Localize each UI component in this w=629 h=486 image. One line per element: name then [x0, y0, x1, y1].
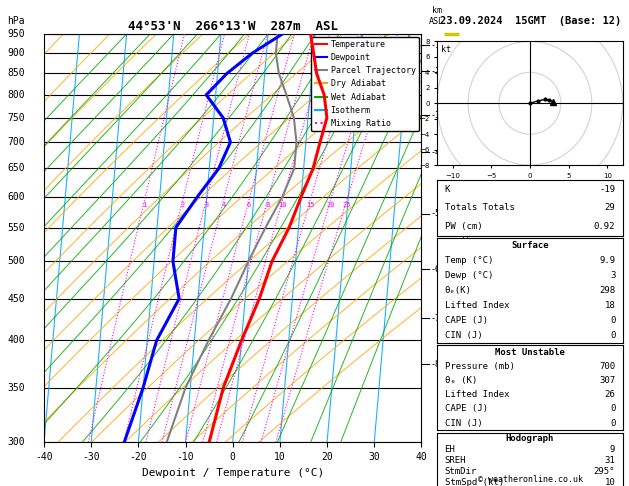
Text: StmDir: StmDir [445, 467, 477, 476]
Text: -8: -8 [431, 360, 441, 369]
Text: CAPE (J): CAPE (J) [445, 404, 487, 414]
Text: km
ASL: km ASL [429, 6, 444, 26]
Text: Totals Totals: Totals Totals [445, 203, 515, 212]
Text: 700: 700 [8, 137, 25, 147]
Text: 8: 8 [265, 202, 270, 208]
Text: 10: 10 [278, 202, 287, 208]
Text: 0: 0 [610, 316, 615, 325]
Text: -4: -4 [431, 148, 441, 157]
Text: Surface: Surface [511, 241, 548, 250]
Text: © weatheronline.co.uk: © weatheronline.co.uk [478, 474, 582, 484]
Text: 9: 9 [610, 445, 615, 454]
Text: 298: 298 [599, 286, 615, 295]
Text: -19: -19 [599, 185, 615, 193]
Text: hPa: hPa [8, 16, 25, 26]
Text: Most Unstable: Most Unstable [495, 347, 565, 357]
Text: 700: 700 [599, 362, 615, 371]
Text: 500: 500 [8, 256, 25, 266]
Text: 650: 650 [8, 163, 25, 174]
Text: CAPE (J): CAPE (J) [445, 316, 487, 325]
Text: 0.92: 0.92 [594, 222, 615, 231]
Text: 300: 300 [8, 437, 25, 447]
Text: Hodograph: Hodograph [506, 434, 554, 443]
Text: θₑ(K): θₑ(K) [445, 286, 472, 295]
Text: 295°: 295° [594, 467, 615, 476]
Text: 800: 800 [8, 90, 25, 100]
Text: 1: 1 [142, 202, 147, 208]
Text: 23.09.2024  15GMT  (Base: 12): 23.09.2024 15GMT (Base: 12) [440, 16, 621, 26]
Text: CIN (J): CIN (J) [445, 418, 482, 428]
Text: 29: 29 [604, 203, 615, 212]
X-axis label: Dewpoint / Temperature (°C): Dewpoint / Temperature (°C) [142, 468, 324, 478]
Text: EH: EH [445, 445, 455, 454]
Text: 26: 26 [604, 390, 615, 399]
Text: 25: 25 [343, 202, 351, 208]
Text: kt: kt [441, 45, 451, 54]
Text: -7: -7 [431, 313, 441, 323]
Text: 550: 550 [8, 223, 25, 233]
Text: 6: 6 [247, 202, 251, 208]
Text: -1LCL: -1LCL [431, 41, 456, 50]
Text: 15: 15 [306, 202, 314, 208]
Text: 600: 600 [8, 192, 25, 202]
Text: 18: 18 [604, 301, 615, 310]
Text: Temp (°C): Temp (°C) [445, 256, 493, 265]
Text: PW (cm): PW (cm) [445, 222, 482, 231]
Text: 950: 950 [8, 29, 25, 39]
Text: 0: 0 [610, 418, 615, 428]
Text: 0: 0 [610, 330, 615, 340]
Text: K: K [445, 185, 450, 193]
Text: 9.9: 9.9 [599, 256, 615, 265]
Text: 750: 750 [8, 113, 25, 123]
Text: 350: 350 [8, 382, 25, 393]
Text: StmSpd (kt): StmSpd (kt) [445, 478, 504, 486]
Text: 900: 900 [8, 48, 25, 58]
Text: θₑ (K): θₑ (K) [445, 376, 477, 385]
Text: Pressure (mb): Pressure (mb) [445, 362, 515, 371]
Text: 307: 307 [599, 376, 615, 385]
Text: Dewp (°C): Dewp (°C) [445, 271, 493, 280]
Text: 2: 2 [181, 202, 185, 208]
Text: Lifted Index: Lifted Index [445, 390, 509, 399]
Text: 0: 0 [610, 404, 615, 414]
Title: 44°53'N  266°13'W  287m  ASL: 44°53'N 266°13'W 287m ASL [128, 20, 338, 33]
Text: CIN (J): CIN (J) [445, 330, 482, 340]
Text: 10: 10 [604, 478, 615, 486]
Text: -3: -3 [431, 111, 441, 120]
Legend: Temperature, Dewpoint, Parcel Trajectory, Dry Adiabat, Wet Adiabat, Isotherm, Mi: Temperature, Dewpoint, Parcel Trajectory… [311, 36, 419, 131]
Text: -2: -2 [431, 67, 441, 76]
Text: 850: 850 [8, 69, 25, 78]
Text: -6: -6 [431, 265, 441, 274]
Text: SREH: SREH [445, 456, 466, 465]
Text: Lifted Index: Lifted Index [445, 301, 509, 310]
Text: 3: 3 [610, 271, 615, 280]
Text: 20: 20 [326, 202, 335, 208]
Text: 450: 450 [8, 294, 25, 304]
Text: 3: 3 [204, 202, 208, 208]
Text: 400: 400 [8, 335, 25, 346]
Text: Mixing Ratio (g/kg): Mixing Ratio (g/kg) [462, 187, 471, 289]
Text: 31: 31 [604, 456, 615, 465]
Text: -5: -5 [431, 209, 441, 218]
Text: 4: 4 [221, 202, 226, 208]
